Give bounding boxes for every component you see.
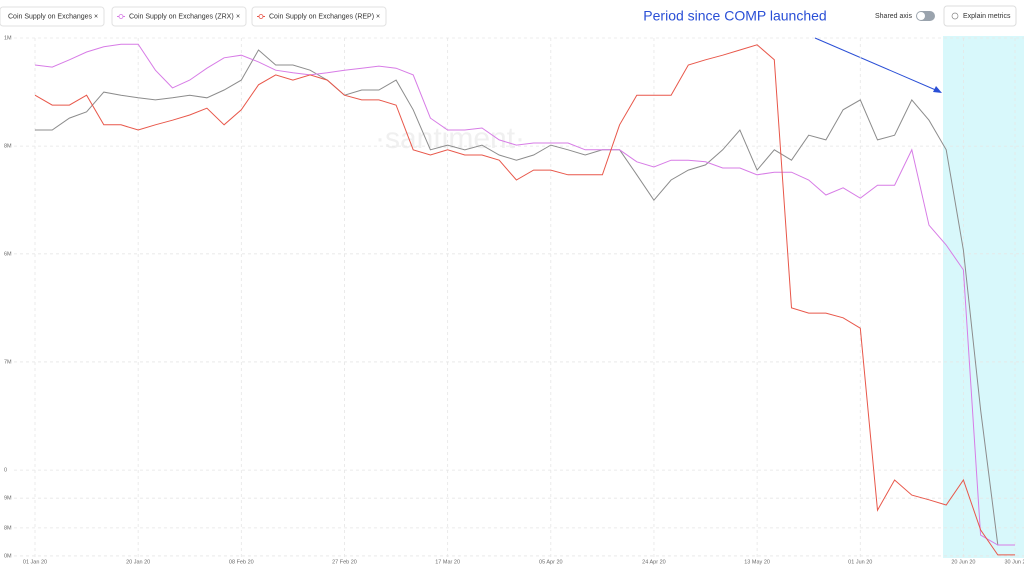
x-tick-label: 27 Feb 20 [332,559,357,565]
info-icon [951,12,959,20]
legend-label: Coin Supply on Exchanges (REP) [269,13,374,20]
legend-chip[interactable] [111,6,247,27]
legend-swatch-dot [258,14,264,19]
legend-chip[interactable] [251,6,387,27]
legend-close[interactable]: × [94,13,98,20]
legend-label: Coin Supply on Exchanges [8,13,93,20]
y-tick-label: 0M [4,553,12,559]
toggle-knob [917,12,925,20]
x-tick-label: 13 May 20 [744,559,770,565]
legend-chip[interactable] [0,6,105,27]
x-tick-label: 01 Jun 20 [848,559,872,565]
y-tick-label: 7M [4,359,12,365]
annotation-arrow [814,37,939,92]
legend-close[interactable]: × [236,13,240,20]
explain-label: Explain metrics [963,13,1011,20]
x-tick-label: 01 Jan 20 [23,559,47,565]
series-line [34,43,1015,546]
x-tick-label: 20 Jun 20 [951,559,975,565]
x-tick-label: 20 Jan 20 [126,559,150,565]
legend-swatch-dot [118,14,124,19]
y-tick-label: 8M [4,144,12,150]
shared-axis-label: Shared axis [875,13,912,20]
legend-close[interactable]: × [376,13,380,20]
x-tick-label: 24 Apr 20 [642,559,666,565]
highlight-band [943,36,1024,558]
legend-label: Coin Supply on Exchanges (ZRX) [129,13,234,20]
y-tick-label: 9M [4,496,12,502]
arrow-head [933,86,942,93]
series-line [34,44,1015,556]
explain-button[interactable] [943,5,1017,27]
x-tick-label: 08 Feb 20 [229,559,254,565]
x-tick-label: 30 Jun 2 [1004,559,1024,565]
y-tick-label: 6M [4,251,12,257]
y-tick-label: 1M [4,35,12,41]
y-tick-label: 0 [4,468,7,474]
annotation: Period since COMP launched [643,8,826,24]
x-tick-label: 05 Apr 20 [539,559,563,565]
y-tick-label: 8M [4,525,12,531]
series-line [35,49,1015,546]
x-tick-label: 17 Mar 20 [435,559,460,565]
watermark: ·santiment· [375,122,525,155]
